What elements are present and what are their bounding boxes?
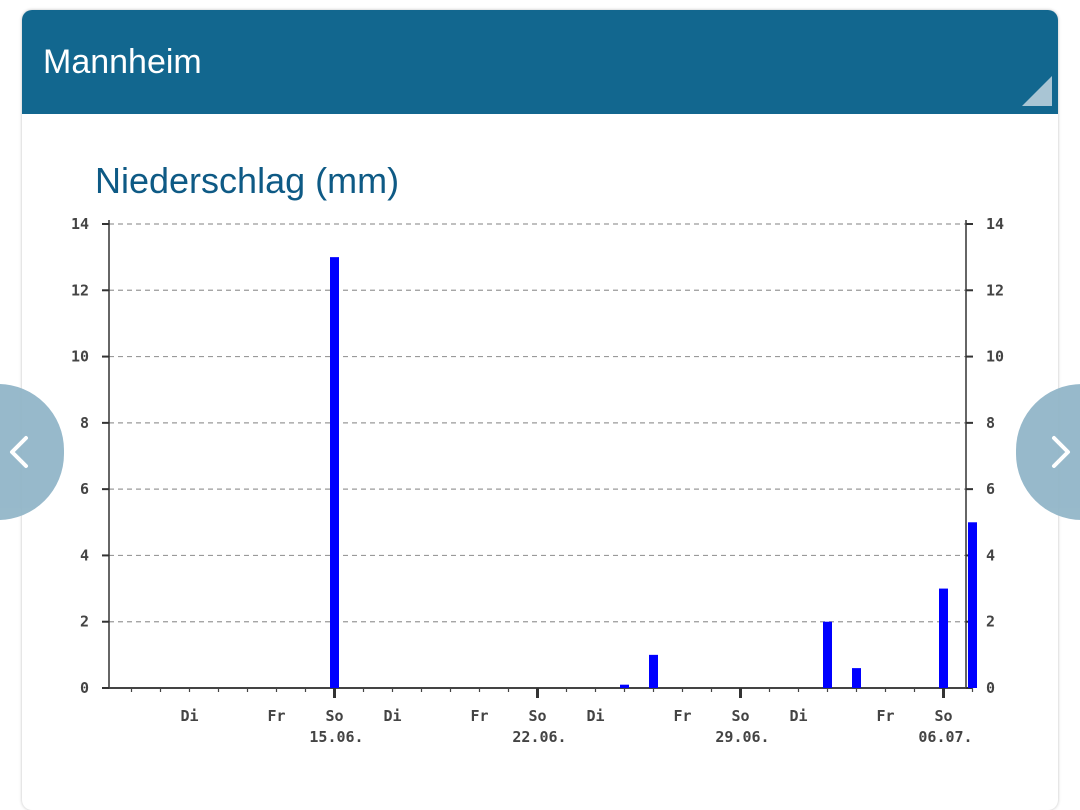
chevron-right-icon: [1052, 436, 1070, 468]
y-tick-label-left: 14: [71, 215, 89, 233]
y-tick-label-left: 10: [71, 348, 89, 366]
y-tick-label-right: 12: [986, 281, 1004, 299]
x-date-label: 22.06.: [512, 728, 566, 746]
station-title: Mannheim: [43, 43, 202, 81]
x-tick-label: So: [325, 707, 343, 725]
x-tick-label: So: [934, 707, 952, 725]
x-date-label: 06.07.: [918, 728, 972, 746]
y-tick-label-left: 8: [80, 414, 89, 432]
bar: [620, 684, 629, 688]
bar: [968, 522, 977, 688]
x-tick-label: Fr: [876, 707, 894, 725]
y-tick-label-right: 4: [986, 546, 995, 564]
y-tick-label-left: 12: [71, 281, 89, 299]
x-tick-label: Fr: [673, 707, 691, 725]
bar: [852, 668, 861, 688]
y-tick-label-right: 6: [986, 480, 995, 498]
y-tick-label-right: 0: [986, 679, 995, 697]
x-tick-label: Di: [383, 707, 401, 725]
x-tick-label: Di: [180, 707, 198, 725]
x-tick-label: So: [731, 707, 749, 725]
bar: [939, 588, 948, 688]
chart-title: Niederschlag (mm): [95, 160, 400, 201]
x-tick-label: Di: [586, 707, 604, 725]
y-tick-label-right: 10: [986, 348, 1004, 366]
chevron-left-icon: [10, 436, 28, 468]
x-tick-label: Fr: [470, 707, 488, 725]
y-tick-label-left: 2: [80, 613, 89, 631]
station-card: Mannheim: [22, 10, 1058, 810]
expand-corner-icon[interactable]: [1022, 76, 1052, 106]
y-tick-label-right: 8: [986, 414, 995, 432]
precipitation-chart: 0 0 2 2 4 4 6 6 8 8 10 10 12 12 14 14 Di Fr So 15.06. Di Fr So…: [71, 215, 1004, 746]
bar: [330, 257, 339, 688]
x-date-label: 15.06.: [309, 728, 363, 746]
card-header[interactable]: Mannheim: [22, 10, 1058, 114]
bar: [823, 621, 832, 688]
y-tick-label-right: 2: [986, 613, 995, 631]
y-tick-label-left: 4: [80, 546, 89, 564]
x-tick-label: Di: [789, 707, 807, 725]
x-tick-label: Fr: [267, 707, 285, 725]
y-tick-label-right: 14: [986, 215, 1004, 233]
x-date-label: 29.06.: [715, 728, 769, 746]
bar: [649, 654, 658, 688]
y-tick-label-left: 0: [80, 679, 89, 697]
y-tick-label-left: 6: [80, 480, 89, 498]
x-tick-label: So: [528, 707, 546, 725]
